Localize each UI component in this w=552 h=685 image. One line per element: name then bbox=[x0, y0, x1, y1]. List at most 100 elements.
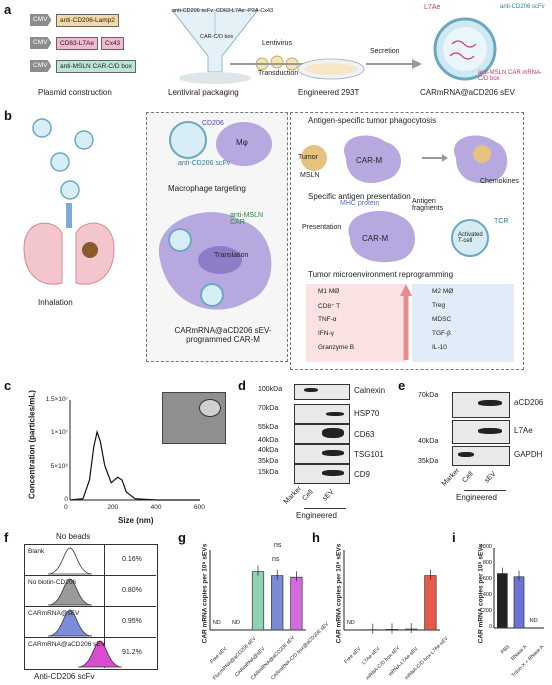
panel-c-ytick-0: 0 bbox=[64, 496, 68, 503]
label-activated-t-cell: Activated T-cell bbox=[458, 232, 483, 244]
promoter-cmv-2: CMV bbox=[30, 37, 52, 49]
panel-d-marker-5: 35kDa bbox=[258, 458, 279, 465]
engineered-bracket-d bbox=[304, 508, 346, 509]
sev-label-car-mrna: anti-MSLN CAR mRNA-C/D box bbox=[478, 70, 543, 82]
panel-d-protein-4: CD9 bbox=[354, 470, 371, 479]
label-chemokines: Chemokines bbox=[480, 178, 519, 185]
panel-g-bar-4 bbox=[290, 576, 303, 631]
panel-label-a: a bbox=[4, 2, 12, 17]
panel-g-nd-1: ND bbox=[232, 620, 240, 626]
flow-header-no-beads: No beads bbox=[56, 532, 91, 541]
flow-row-pct-1: 0.80% bbox=[122, 587, 142, 594]
panel-g-ns-2: ns bbox=[272, 556, 280, 563]
group-engineered-e: Engineered bbox=[456, 493, 497, 502]
legend-right-1: Treg bbox=[432, 302, 446, 309]
label-mphi: Mφ bbox=[236, 138, 248, 147]
programmed-car-m-label: CARmRNA@aCD206 sEV-programmed CAR-M bbox=[174, 326, 272, 344]
panel-d-marker-4: 40kDa bbox=[258, 447, 279, 454]
flow-row-divider-0 bbox=[24, 575, 156, 576]
panel-e-lane-2: sEV bbox=[483, 470, 498, 485]
inhalation-label: Inhalation bbox=[38, 298, 73, 307]
panel-label-i: i bbox=[452, 530, 456, 545]
flow-peak-1 bbox=[47, 578, 93, 606]
panel-e-lane-0: Marker bbox=[440, 467, 462, 488]
promoter-cmv-1: CMV bbox=[30, 14, 52, 26]
flow-histogram-0 bbox=[47, 547, 93, 575]
panel-g-nd-0: ND bbox=[212, 620, 221, 626]
panel-i-nd-2: ND bbox=[529, 618, 538, 624]
panel-i-ytick-4: 800 bbox=[482, 560, 492, 566]
flow-peak-0 bbox=[47, 547, 93, 575]
panel-i-xlabel-2: Triton-X + RNase A bbox=[510, 644, 545, 679]
legend-left-2: TNF-α bbox=[318, 316, 337, 323]
funnel-label-scfv: anti-CD206 scFv bbox=[172, 8, 213, 14]
panel-label-h: h bbox=[312, 530, 320, 545]
panel-h-bar-4 bbox=[424, 575, 437, 631]
lungs-illustration bbox=[23, 118, 115, 285]
construct-cd63-l7ae: CD63-L7Ae bbox=[56, 37, 98, 50]
panel-c-ytick-1: 5×10⁶ bbox=[50, 462, 68, 470]
flow-histogram-frame bbox=[24, 544, 158, 670]
band-tsg101-sev bbox=[322, 450, 344, 456]
arrow-label-lentivirus: Lentivirus bbox=[262, 40, 292, 47]
panel-d-marker-1: 70kDa bbox=[258, 405, 279, 412]
label-car-m-1: CAR-M bbox=[356, 156, 383, 165]
panel-g-bar-2 bbox=[251, 571, 265, 631]
panel-c-series-line bbox=[69, 429, 200, 501]
arrow-label-transduction: Transduction bbox=[258, 70, 299, 77]
panel-e-marker-2: 35kDa bbox=[418, 458, 439, 465]
legend-right-0: M2 MØ bbox=[432, 288, 454, 295]
funnel-illustration bbox=[171, 9, 259, 84]
label-presentation: Presentation bbox=[302, 224, 342, 231]
panel-g-ylabel: CAR mRNA copies per 10⁸ sEVs bbox=[201, 543, 209, 644]
panel-c-ytick-3: 1.5×10⁷ bbox=[45, 396, 68, 403]
legend-left-3: IFN-γ bbox=[318, 330, 334, 337]
blot-calnexin bbox=[294, 384, 350, 400]
panel-c-xlabel: Size (nm) bbox=[118, 516, 154, 525]
m2-legend-box bbox=[412, 284, 514, 362]
flow-histogram-3 bbox=[77, 640, 123, 668]
label-anti-msln-car: anti-MSLN CAR bbox=[230, 212, 264, 226]
promoter-cmv-3: CMV bbox=[30, 60, 52, 72]
m1-legend-box bbox=[306, 284, 406, 362]
panel-i-bar-1 bbox=[513, 576, 525, 629]
step-engineered-293t: Engineered 293T bbox=[298, 88, 360, 97]
flow-histogram-2 bbox=[47, 609, 93, 637]
panel-e-marker-1: 40kDa bbox=[418, 438, 439, 445]
panel-label-b: b bbox=[4, 108, 12, 123]
panel-g-xlabel-0: Free sEV bbox=[209, 646, 229, 665]
panel-e-lane-1: Cell bbox=[461, 470, 475, 485]
label-antigen-fragments: Antigen fragments bbox=[412, 198, 444, 212]
flow-row-label-0: Blank bbox=[28, 548, 45, 555]
flow-row-label-3: CARmRNA@aCD206 sEV bbox=[28, 641, 106, 648]
macrophage-targeting-illustration bbox=[169, 121, 272, 166]
label-tumor: Tumor bbox=[298, 154, 318, 161]
legend-left-0: M1 MØ bbox=[318, 288, 340, 295]
legend-left-1: CD8⁺ T bbox=[318, 303, 341, 310]
sev-label-l7ae: L7Ae bbox=[424, 4, 441, 11]
construct-cx43: Cx43 bbox=[101, 37, 125, 50]
legend-right-2: MDSC bbox=[432, 316, 452, 323]
panel-h-xlabel-0: Free sEV bbox=[343, 646, 363, 665]
panel-i-ytick-1: 200 bbox=[482, 608, 492, 614]
funnel-label-cd-box: CAR-C/D box bbox=[200, 34, 234, 40]
panel-g-bar-3 bbox=[271, 575, 284, 631]
panel-h-ylabel: CAR mRNA copies per 10⁸ sEVs bbox=[335, 543, 343, 644]
macrophage-targeting-title: Macrophage targeting bbox=[168, 184, 246, 193]
panel-c-xtick-3: 600 bbox=[194, 504, 205, 511]
label-mhc-protein: MHC protein bbox=[340, 200, 380, 207]
panel-i-bar-0 bbox=[496, 573, 508, 629]
group-engineered-d: Engineered bbox=[296, 511, 337, 520]
funnel-label-cd63: CD63-L7Ae -P2A-Cx43 bbox=[216, 8, 274, 14]
flow-xlabel: Anti-CD206 scFv bbox=[34, 672, 95, 681]
panel-e-protein-1: L7Ae bbox=[514, 426, 533, 435]
engineered-bracket-e bbox=[464, 490, 506, 491]
step-lentiviral-packaging: Lentiviral packaging bbox=[168, 88, 239, 97]
arrow-label-secretion: Secretion bbox=[370, 48, 400, 55]
mechanism-box bbox=[290, 112, 524, 370]
panel-g-bar-chart bbox=[209, 550, 306, 631]
panel-d-marker-3: 40kDa bbox=[258, 437, 279, 444]
panel-g-ns-1: ns bbox=[274, 542, 282, 549]
panel-d-protein-0: Calnexin bbox=[354, 386, 386, 395]
legend-left-4: Granzyme B bbox=[318, 344, 355, 351]
